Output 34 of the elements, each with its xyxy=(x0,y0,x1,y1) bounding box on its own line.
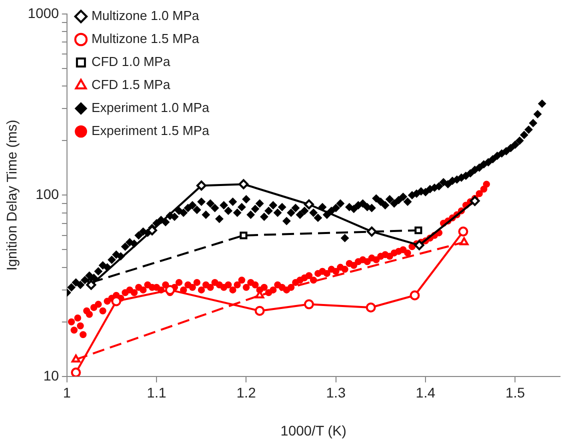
y-tick-label: 1000 xyxy=(28,4,60,21)
point xyxy=(70,368,81,376)
y-tick-label: 10 xyxy=(43,367,60,384)
point xyxy=(165,284,176,295)
x-tick-label: 1.2 xyxy=(236,384,256,401)
point xyxy=(366,226,377,237)
legend-label: Multizone 1.0 MPa xyxy=(91,8,200,24)
point xyxy=(410,290,420,300)
x-tick-label: 1.1 xyxy=(146,384,167,401)
legend-label: CFD 1.0 MPa xyxy=(91,54,171,70)
x-tick-label: 1 xyxy=(63,384,72,401)
x-tick-label: 1.3 xyxy=(326,384,346,401)
point xyxy=(254,306,265,316)
point xyxy=(304,299,314,310)
point xyxy=(238,179,249,190)
x-axis-title: 1000/T (K) xyxy=(280,422,346,438)
y-axis-title: Ignition Delay Time (ms) xyxy=(3,120,20,271)
point xyxy=(458,226,468,237)
point xyxy=(71,354,80,362)
point xyxy=(414,226,422,234)
x-tick-label: 1.5 xyxy=(505,384,526,401)
legend-label: CFD 1.5 MPa xyxy=(91,77,171,92)
point xyxy=(196,180,206,191)
point xyxy=(86,280,96,290)
legend-label: Multizone 1.5 MPa xyxy=(91,31,200,46)
point xyxy=(470,196,480,206)
legend-label: Experiment 1.0 MPa xyxy=(91,100,210,116)
x-tick-label: 1.4 xyxy=(416,384,436,401)
legend-label: Experiment 1.5 MPa xyxy=(91,123,210,138)
point xyxy=(240,232,248,240)
point xyxy=(414,240,424,250)
point xyxy=(366,302,376,313)
y-tick-label: 100 xyxy=(36,186,60,202)
point xyxy=(460,237,469,246)
